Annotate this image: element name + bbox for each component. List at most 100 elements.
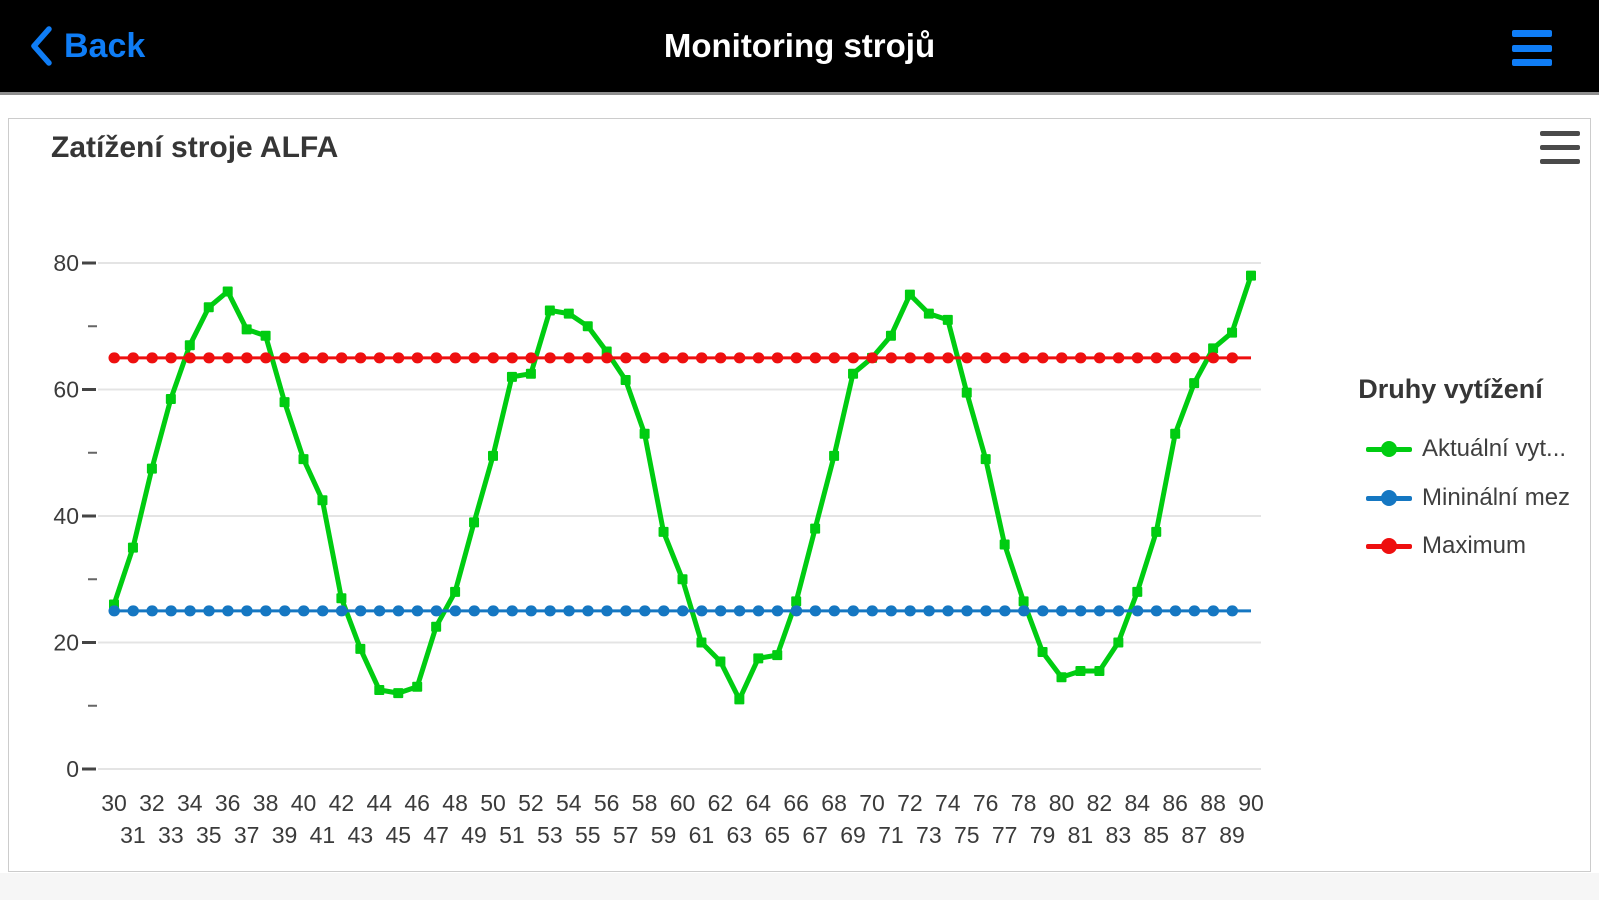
x-axis-label: 83 <box>1106 822 1132 848</box>
x-axis-label: 32 <box>139 790 165 816</box>
legend-item-maximum[interactable]: Maximum <box>1366 531 1526 561</box>
x-axis-label: 89 <box>1219 822 1245 848</box>
x-axis-label: 50 <box>480 790 506 816</box>
series-point-marker <box>715 656 726 667</box>
series-point-marker <box>241 324 252 335</box>
x-axis-label: 42 <box>329 790 355 816</box>
series-point-marker <box>677 574 688 585</box>
series-point-marker <box>1113 637 1124 648</box>
series-point-marker <box>317 495 328 506</box>
chart-context-menu-icon[interactable] <box>1540 131 1580 164</box>
series-point-marker <box>658 526 669 537</box>
series-point-marker <box>431 621 442 632</box>
x-axis-label: 39 <box>272 822 298 848</box>
page-background-strip <box>0 873 1599 900</box>
legend-title: Druhy vytížení <box>1358 374 1543 404</box>
x-axis-label: 59 <box>651 822 677 848</box>
x-axis-label: 88 <box>1200 790 1226 816</box>
series-point-marker <box>1132 586 1143 597</box>
series-point-marker <box>904 289 915 300</box>
x-axis-label: 35 <box>196 822 222 848</box>
series-point-marker <box>298 454 309 465</box>
series-point-marker <box>127 542 138 553</box>
x-axis-label: 64 <box>746 790 772 816</box>
y-axis-label: 0 <box>66 756 79 782</box>
x-axis-label: 33 <box>158 822 184 848</box>
x-axis-label: 43 <box>348 822 374 848</box>
x-axis-label: 45 <box>385 822 411 848</box>
x-axis-label: 82 <box>1087 790 1113 816</box>
x-axis-label: 69 <box>840 822 866 848</box>
x-axis-label: 71 <box>878 822 904 848</box>
x-axis-label: 31 <box>120 822 146 848</box>
legend-marker-blue <box>1366 489 1412 507</box>
series-point-marker <box>1189 378 1200 389</box>
chart-card: Zatížení stroje ALFA 0 20 40 60 80 30 31 32 33 34… <box>8 118 1591 872</box>
x-axis-label: 76 <box>973 790 999 816</box>
chart-title: Zatížení stroje ALFA <box>51 131 339 164</box>
series-point-marker <box>885 330 896 341</box>
x-axis-label: 37 <box>234 822 260 848</box>
y-axis-label: 60 <box>53 377 79 403</box>
x-axis-label: 90 <box>1238 790 1264 816</box>
series-point-marker <box>165 393 176 404</box>
x-axis-label: 67 <box>802 822 828 848</box>
x-axis-label: 44 <box>367 790 393 816</box>
x-axis-label: 30 <box>101 790 127 816</box>
series-point-marker <box>999 539 1010 550</box>
series-point-marker <box>1151 526 1162 537</box>
series-point-marker <box>450 586 461 597</box>
x-axis-label: 58 <box>632 790 658 816</box>
series-point-marker <box>355 643 366 654</box>
series-point-marker <box>260 330 271 341</box>
y-axis-label: 20 <box>53 630 79 656</box>
series-point-marker <box>1208 343 1219 354</box>
menu-bar <box>1512 30 1552 37</box>
series-point-marker <box>279 397 290 408</box>
back-chevron-icon <box>31 26 52 66</box>
series-point-marker <box>393 688 404 699</box>
x-axis-label: 38 <box>253 790 279 816</box>
x-axis-label: 52 <box>518 790 544 816</box>
x-axis-label: 65 <box>764 822 790 848</box>
x-axis-label: 63 <box>727 822 753 848</box>
series-point-marker <box>961 387 972 398</box>
series-point-marker <box>1037 646 1048 657</box>
x-axis-label: 77 <box>992 822 1018 848</box>
legend-item-label: Maximum <box>1422 532 1527 559</box>
x-axis-label: 70 <box>859 790 885 816</box>
legend-item-label: Mininální mez <box>1422 484 1571 511</box>
series-point-marker <box>146 463 157 474</box>
x-axis-label: 68 <box>821 790 847 816</box>
x-axis-label: 78 <box>1011 790 1037 816</box>
series-point-marker <box>222 286 233 297</box>
chart-plot-area: 0 20 40 60 80 30 31 32 33 34 35 36 37 38 39 40 41 42 43 44 4… <box>53 250 1264 848</box>
menu-bar <box>1512 59 1552 66</box>
back-button[interactable]: Back <box>28 0 145 92</box>
series-point-marker <box>1094 665 1105 676</box>
x-axis-label: 87 <box>1181 822 1207 848</box>
y-axis-label: 80 <box>53 250 79 276</box>
legend-item-minimalni-mez[interactable]: Mininální mez <box>1366 483 1570 513</box>
x-axis-label: 53 <box>537 822 563 848</box>
context-menu-bar <box>1540 131 1580 136</box>
legend-item-aktualni[interactable]: Aktuální vyt... <box>1366 434 1566 464</box>
x-axis-label: 66 <box>783 790 809 816</box>
x-axis-label: 61 <box>689 822 715 848</box>
series-point-marker <box>848 368 859 379</box>
series-point-marker <box>582 321 593 332</box>
x-axis-label: 62 <box>708 790 734 816</box>
menu-icon[interactable] <box>1512 30 1552 66</box>
series-point-marker <box>336 593 347 604</box>
series-point-marker <box>942 314 953 325</box>
series-point-marker <box>544 305 555 316</box>
legend-marker-red <box>1366 537 1412 555</box>
series-line-aktualni-vytizeni <box>111 274 1254 702</box>
series-point-marker <box>374 684 385 695</box>
series-point-marker <box>734 694 745 705</box>
series-point-marker <box>1246 270 1256 281</box>
back-button-label: Back <box>64 26 146 65</box>
x-axis-label: 84 <box>1125 790 1151 816</box>
series-point-marker <box>203 302 214 313</box>
x-axis-label: 74 <box>935 790 961 816</box>
